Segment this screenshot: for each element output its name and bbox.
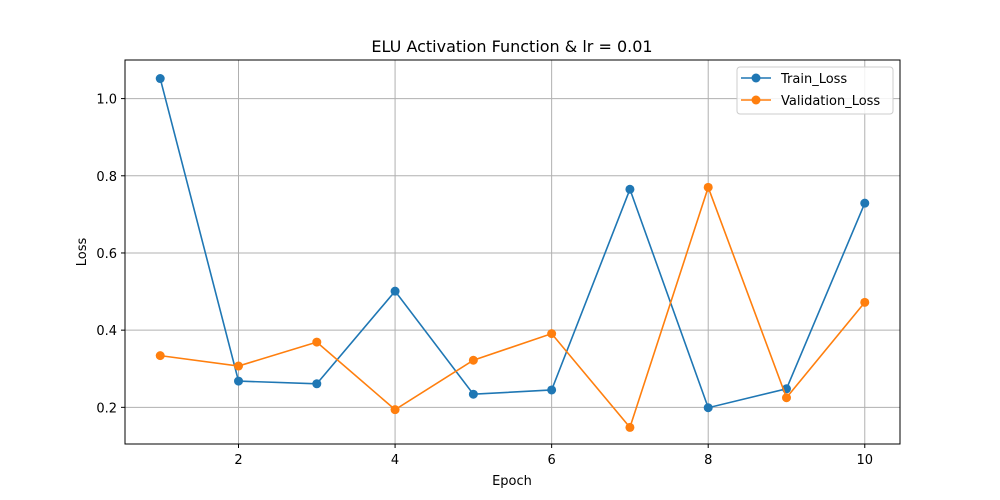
- data-point-train-loss: [625, 184, 635, 194]
- data-point-train-loss: [390, 286, 400, 296]
- y-tick-label: 0.8: [96, 170, 117, 185]
- data-point-validation-loss: [155, 351, 165, 361]
- series-lines: [155, 74, 870, 432]
- chart-title: ELU Activation Function & lr = 0.01: [371, 37, 652, 56]
- data-point-train-loss: [703, 403, 713, 413]
- data-point-validation-loss: [468, 355, 478, 365]
- y-tick-label: 1.0: [96, 93, 117, 108]
- data-point-train-loss: [547, 385, 557, 395]
- x-tick-label: 4: [391, 453, 399, 468]
- series-line-train-loss: [159, 78, 866, 409]
- x-tick-label: 8: [704, 453, 712, 468]
- data-point-validation-loss: [312, 337, 322, 347]
- y-axis-label: Loss: [75, 238, 90, 267]
- data-point-train-loss: [312, 379, 322, 389]
- data-point-validation-loss: [781, 393, 791, 403]
- data-point-validation-loss: [625, 422, 635, 432]
- data-point-validation-loss: [860, 297, 870, 307]
- data-point-validation-loss: [234, 361, 244, 371]
- x-tick-label: 10: [856, 453, 873, 468]
- data-point-validation-loss: [547, 329, 557, 339]
- data-point-train-loss: [860, 198, 870, 208]
- legend-label: Train_Loss: [780, 72, 847, 87]
- y-tick-label: 0.2: [96, 401, 117, 416]
- legend-marker: [751, 73, 761, 83]
- y-tick-label: 0.6: [96, 247, 117, 262]
- data-point-train-loss: [155, 74, 165, 84]
- x-axis-label: Epoch: [492, 474, 532, 489]
- legend-marker: [751, 95, 761, 105]
- data-point-train-loss: [234, 376, 244, 386]
- data-point-validation-loss: [703, 182, 713, 192]
- series-line-validation-loss: [160, 184, 866, 430]
- plot-area: [124, 59, 901, 445]
- legend-label: Validation_Loss: [781, 94, 880, 109]
- x-tick-label: 2: [234, 453, 242, 468]
- legend: Train_Loss Validation_Loss: [736, 66, 894, 115]
- data-point-validation-loss: [390, 405, 400, 415]
- x-tick-label: 6: [548, 453, 556, 468]
- data-point-train-loss: [468, 389, 478, 399]
- legend-box: [736, 66, 894, 115]
- y-tick-label: 0.4: [96, 324, 117, 339]
- axis-ticks: 2 4 6 8 10 0.2 0.4 0.6 0.8 1.0: [96, 93, 873, 468]
